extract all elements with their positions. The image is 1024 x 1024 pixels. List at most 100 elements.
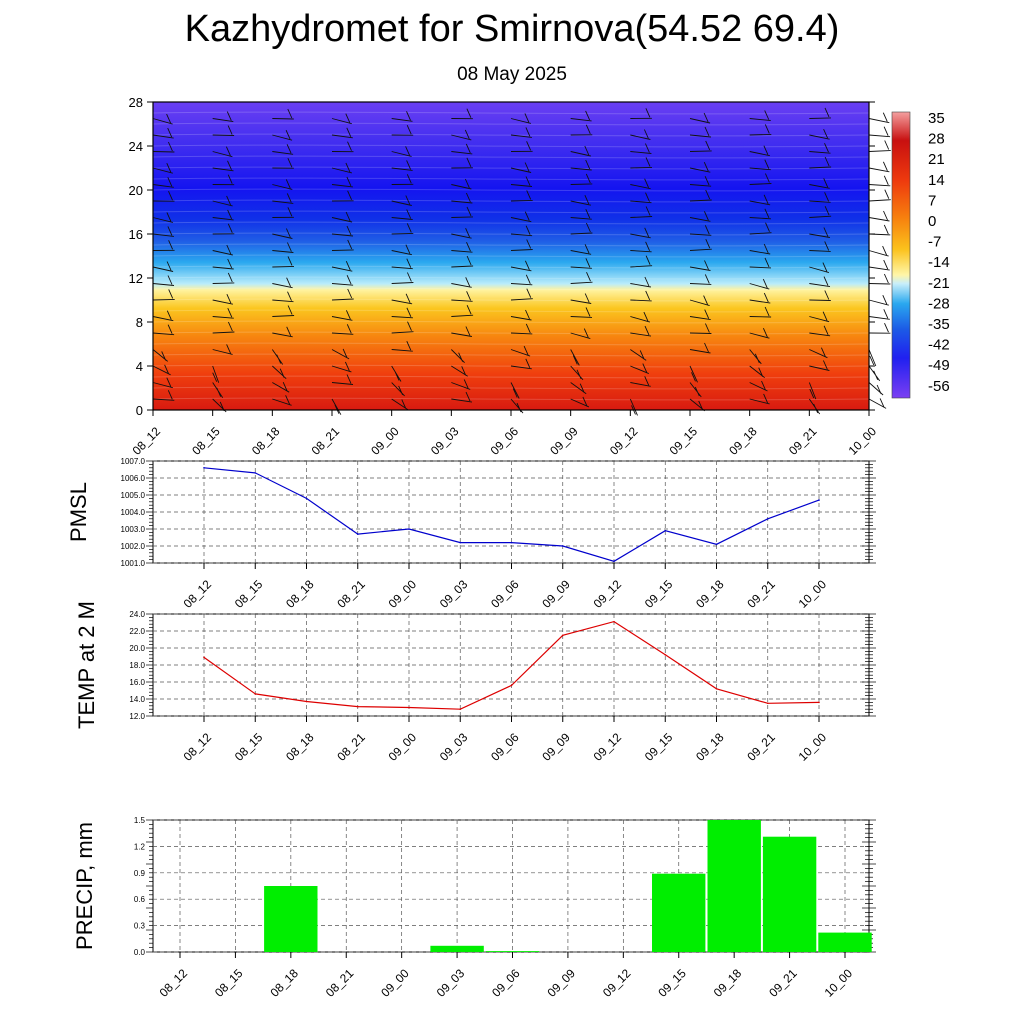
data-point bbox=[408, 706, 410, 709]
wind-barb bbox=[451, 305, 474, 317]
wind-barb bbox=[689, 140, 712, 152]
y-tick-label: 24.0 bbox=[129, 610, 145, 619]
temp-2m-chart: 12.0 14.0 16.0 18.0 20.0 22.0 24.0 08_12 08_15 08… bbox=[74, 601, 876, 764]
wind-barb bbox=[809, 156, 832, 169]
wind-barb bbox=[868, 295, 889, 306]
wind-barb bbox=[391, 111, 413, 122]
wind-barb bbox=[152, 377, 173, 389]
wind-barb bbox=[630, 206, 653, 218]
colorbar-label: -35 bbox=[928, 316, 950, 333]
data-point bbox=[818, 499, 820, 501]
x-tick-label: 10_00 bbox=[822, 966, 856, 1000]
wind-barb bbox=[749, 124, 772, 136]
wind-barb bbox=[510, 225, 533, 237]
wind-barb bbox=[689, 260, 711, 271]
contour-line bbox=[152, 221, 870, 225]
contour-line bbox=[152, 320, 870, 324]
wind-barb bbox=[510, 190, 533, 202]
wind-barb bbox=[212, 244, 233, 256]
y-tick-label: 1006.0 bbox=[121, 474, 146, 483]
x-tick-label: 10_00 bbox=[846, 424, 880, 458]
wind-barb bbox=[749, 257, 772, 269]
wind-barb bbox=[809, 206, 832, 218]
wind-barb bbox=[630, 276, 651, 288]
wind-barb bbox=[868, 140, 891, 152]
contour-line bbox=[152, 133, 870, 137]
wind-barb bbox=[272, 382, 290, 393]
x-tick-label: 09_06 bbox=[488, 577, 522, 611]
colorbar bbox=[891, 111, 911, 399]
wind-barb bbox=[331, 324, 354, 335]
wind-barb bbox=[570, 293, 592, 304]
x-tick-label: 09_06 bbox=[488, 730, 522, 764]
y-tick-label: 28 bbox=[129, 95, 143, 110]
wind-barb bbox=[809, 241, 831, 252]
heatmap-field bbox=[153, 102, 869, 410]
y-tick-label: 14.0 bbox=[129, 695, 145, 704]
wind-barb bbox=[391, 272, 414, 284]
wind-barb bbox=[808, 382, 817, 400]
wind-barb bbox=[391, 174, 414, 185]
wind-barb bbox=[689, 189, 712, 202]
wind-barb bbox=[809, 192, 831, 203]
wind-barb bbox=[272, 277, 293, 289]
wind-barb bbox=[391, 293, 413, 305]
precip-bar bbox=[762, 836, 817, 952]
colorbar-label: 21 bbox=[928, 151, 945, 168]
wind-barb bbox=[689, 342, 711, 354]
wind-barb bbox=[391, 209, 413, 220]
contour-line bbox=[152, 122, 870, 126]
x-tick-label: 09_03 bbox=[437, 577, 471, 611]
data-point bbox=[510, 684, 513, 687]
wind-barb bbox=[272, 395, 292, 406]
y-tick-label: 1007.0 bbox=[121, 457, 146, 466]
colorbar-label: -28 bbox=[928, 295, 950, 312]
x-tick-label: 09_00 bbox=[368, 424, 402, 458]
data-point bbox=[613, 620, 615, 623]
data-point bbox=[715, 688, 718, 690]
colorbar-label: -21 bbox=[928, 275, 950, 292]
wind-barb bbox=[570, 110, 592, 122]
wind-barb bbox=[272, 130, 293, 141]
data-point bbox=[664, 654, 667, 656]
wind-barb bbox=[510, 382, 520, 399]
wind-barb bbox=[809, 262, 830, 274]
wind-barb bbox=[868, 273, 891, 285]
wind-barb bbox=[809, 276, 831, 288]
x-tick-label: 08_15 bbox=[232, 577, 266, 611]
wind-barb bbox=[451, 228, 472, 239]
wind-barb bbox=[451, 326, 472, 337]
x-tick-label: 09_03 bbox=[434, 966, 468, 1000]
wind-barb bbox=[868, 161, 890, 173]
wind-barb bbox=[809, 347, 828, 359]
wind-barb bbox=[570, 349, 580, 366]
wind-barb bbox=[212, 321, 235, 334]
wind-barb bbox=[272, 256, 295, 268]
contour-line bbox=[152, 155, 870, 159]
wind-barb bbox=[331, 374, 354, 385]
contour-line bbox=[152, 254, 870, 258]
x-tick-label: 09_15 bbox=[667, 424, 701, 458]
wind-barb bbox=[510, 239, 533, 251]
wind-barb bbox=[510, 260, 532, 272]
wind-barb bbox=[809, 107, 832, 119]
wind-barb bbox=[689, 398, 705, 412]
wind-barb bbox=[152, 261, 174, 272]
wind-barb bbox=[272, 242, 294, 253]
wind-barb bbox=[212, 308, 234, 319]
x-tick-label: 09_12 bbox=[591, 730, 625, 764]
x-tick-label: 08_18 bbox=[267, 966, 301, 1000]
contour-line bbox=[152, 199, 870, 203]
wind-barb bbox=[451, 157, 473, 169]
wind-barb bbox=[570, 173, 593, 185]
y-tick-label: 1005.0 bbox=[121, 491, 146, 500]
contour-line bbox=[152, 287, 870, 291]
wind-barb bbox=[272, 108, 294, 120]
data-point bbox=[561, 634, 564, 637]
x-tick-label: 09_15 bbox=[642, 730, 676, 764]
wind-barb bbox=[391, 382, 405, 397]
wind-barb bbox=[630, 241, 652, 253]
wind-barb bbox=[451, 143, 473, 155]
wind-barb bbox=[212, 195, 233, 207]
